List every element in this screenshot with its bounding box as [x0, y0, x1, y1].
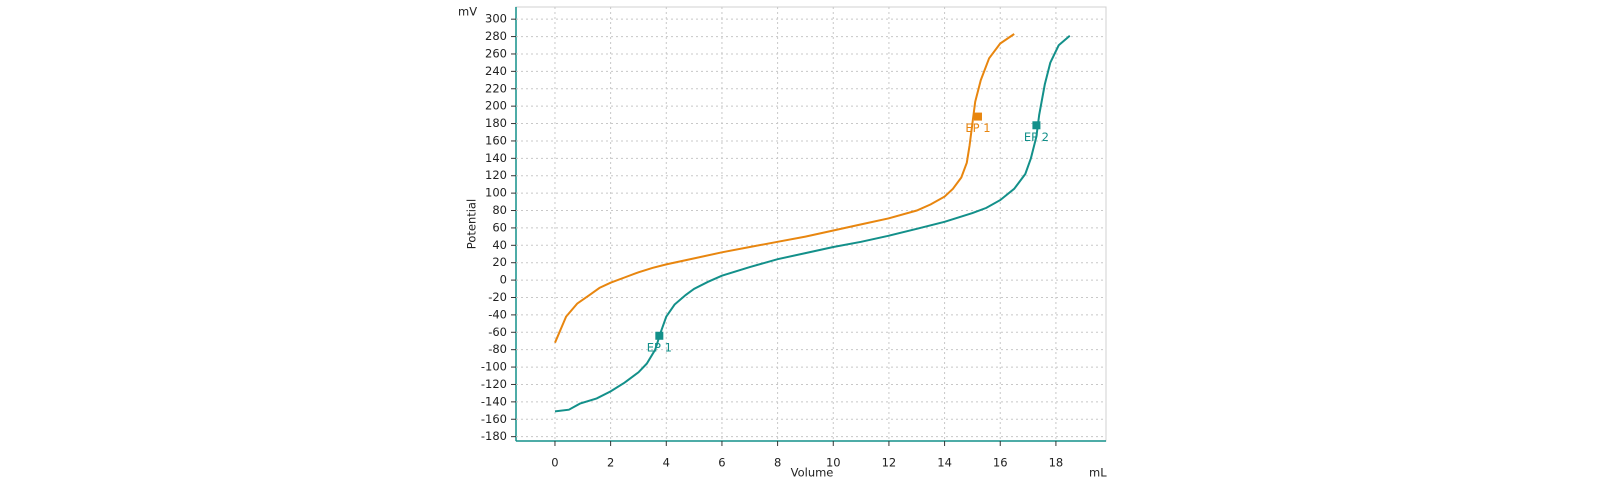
y-tick-label: 220	[485, 81, 507, 95]
plot-layer: -180-160-140-120-100-80-60-40-2002040608…	[481, 7, 1106, 470]
x-tick-label: 8	[774, 456, 781, 470]
endpoint-label: EP 1	[647, 340, 672, 354]
x-tick-label: 12	[882, 456, 897, 470]
y-tick-label: 100	[485, 186, 507, 200]
y-unit: mV	[458, 5, 477, 19]
x-tick-label: 2	[607, 456, 614, 470]
endpoint-marker	[655, 331, 664, 340]
y-tick-label: -100	[481, 360, 507, 374]
x-tick-label: 6	[718, 456, 725, 470]
series-line	[554, 33, 1015, 344]
x-tick-label: 18	[1049, 456, 1064, 470]
y-tick-label: -60	[488, 325, 507, 339]
endpoint-label: EP 1	[965, 121, 990, 135]
y-tick-label: 200	[485, 99, 507, 113]
y-tick-label: 140	[485, 151, 507, 165]
y-tick-label: 40	[492, 238, 507, 252]
y-tick-label: 260	[485, 46, 507, 60]
endpoint-label: EP 2	[1024, 130, 1049, 144]
y-tick-label: -20	[488, 290, 507, 304]
y-tick-label: 60	[492, 220, 507, 234]
x-tick-label: 16	[993, 456, 1008, 470]
y-tick-label: -120	[481, 377, 507, 391]
endpoint-marker	[1032, 121, 1041, 130]
y-tick-label: 20	[492, 255, 507, 269]
y-tick-label: -160	[481, 412, 507, 426]
y-tick-label: 300	[485, 12, 507, 26]
x-tick-label: 0	[551, 456, 558, 470]
x-tick-label: 4	[663, 456, 670, 470]
series-line	[554, 34, 1071, 413]
y-tick-label: 80	[492, 203, 507, 217]
y-tick-label: -80	[488, 342, 507, 356]
x-unit: mL	[1089, 466, 1107, 480]
y-tick-label: 120	[485, 168, 507, 182]
y-tick-label: 240	[485, 64, 507, 78]
y-tick-label: 160	[485, 133, 507, 147]
y-tick-label: 280	[485, 29, 507, 43]
endpoint-marker	[973, 112, 982, 121]
x-tick-label: 14	[937, 456, 952, 470]
y-tick-label: 180	[485, 116, 507, 130]
x-tick-label: 10	[826, 456, 841, 470]
plot-frame	[515, 6, 1107, 442]
y-axis-title: Potential	[465, 199, 479, 249]
x-axis-title: Volume	[791, 466, 834, 480]
y-tick-label: 0	[500, 273, 507, 287]
y-tick-label: -180	[481, 429, 507, 443]
y-tick-label: -40	[488, 307, 507, 321]
y-tick-label: -140	[481, 394, 507, 408]
